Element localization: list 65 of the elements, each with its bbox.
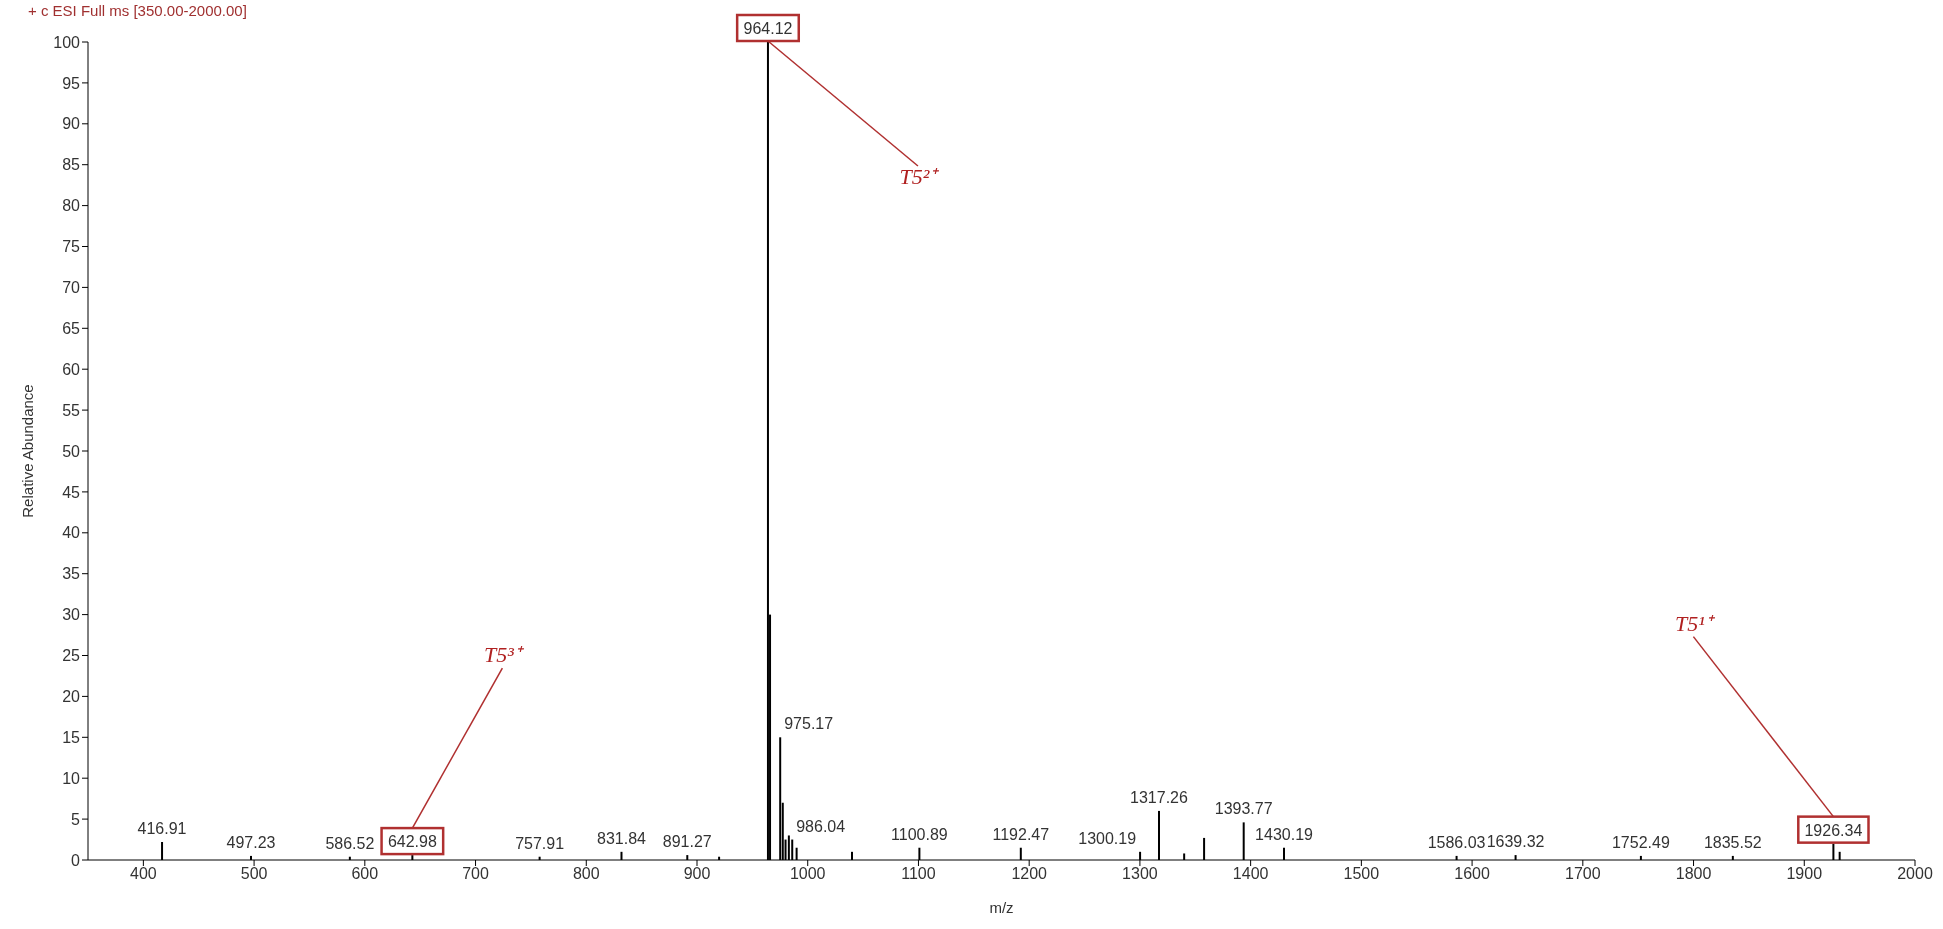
- annotation: 891.27: [662, 833, 712, 851]
- y-axis-title: Relative Abundance: [19, 384, 37, 518]
- y-tick-label: 50: [62, 442, 81, 460]
- y-tick-label: 80: [62, 197, 81, 215]
- annotation: 986.04: [796, 817, 846, 835]
- y-tick-label: 30: [62, 606, 81, 624]
- x-tick-label: 1900: [1786, 865, 1823, 883]
- annotation: 1430.19: [1255, 825, 1314, 843]
- y-tick-label: 70: [62, 279, 81, 297]
- y-tick-label: 100: [53, 33, 81, 51]
- annotation: 1639.32: [1486, 833, 1545, 851]
- annotation: 757.91: [515, 834, 565, 852]
- annotation: 964.12: [743, 20, 793, 37]
- y-tick-label: 0: [71, 851, 81, 869]
- chart-title: + c ESI Full ms [350.00-2000.00]: [28, 2, 247, 19]
- y-tick-label: 95: [62, 74, 81, 92]
- x-tick-label: 1100: [901, 865, 936, 883]
- y-tick-label: 60: [62, 360, 81, 378]
- annotation: 1926.34: [1804, 821, 1863, 839]
- annotation: 497.23: [226, 833, 276, 851]
- x-tick-label: 2000: [1897, 865, 1933, 883]
- annotation: T5¹⁺: [1674, 610, 1716, 636]
- x-tick-label: 1400: [1232, 865, 1269, 883]
- x-tick-label: 1000: [789, 865, 826, 883]
- annotation: 586.52: [325, 834, 375, 852]
- y-tick-label: 10: [62, 769, 81, 787]
- y-tick-label: 25: [62, 647, 81, 665]
- annotation: 1835.52: [1703, 833, 1762, 851]
- annotation: 416.91: [137, 820, 187, 837]
- x-tick-label: 500: [240, 865, 268, 883]
- x-tick-label: 1300: [1122, 865, 1158, 883]
- x-tick-label: 1500: [1343, 865, 1380, 883]
- annotation: T5³⁺: [483, 642, 525, 668]
- annotation: 1752.49: [1611, 833, 1670, 851]
- annotation: T5²⁺: [899, 164, 941, 189]
- x-tick-label: 600: [351, 865, 379, 883]
- y-tick-label: 75: [62, 238, 81, 256]
- y-tick-label: 5: [71, 810, 81, 828]
- annotation: 1586.03: [1427, 833, 1486, 851]
- x-tick-label: 1800: [1675, 865, 1712, 883]
- x-tick-label: 700: [462, 865, 489, 883]
- y-tick-label: 40: [62, 524, 81, 542]
- x-tick-label: 400: [130, 865, 157, 883]
- y-tick-label: 20: [62, 688, 81, 706]
- x-tick-label: 1700: [1565, 865, 1601, 883]
- x-tick-label: 800: [572, 865, 600, 883]
- x-tick-label: 1600: [1454, 865, 1490, 883]
- annotation: 1100.89: [891, 825, 948, 843]
- y-tick-label: 90: [62, 115, 81, 133]
- x-axis-title: m/z: [989, 899, 1014, 916]
- y-tick-label: 85: [62, 156, 81, 174]
- annotation: 642.98: [387, 833, 437, 851]
- annotation: 1317.26: [1130, 788, 1188, 806]
- x-tick-label: 900: [683, 865, 711, 883]
- annotation: 1393.77: [1214, 800, 1273, 818]
- y-tick-label: 55: [62, 401, 81, 419]
- x-tick-label: 1200: [1011, 865, 1048, 883]
- y-tick-label: 45: [62, 483, 81, 501]
- annotation: 975.17: [784, 715, 834, 733]
- annotation: 1192.47: [992, 825, 1050, 843]
- y-tick-label: 35: [62, 565, 81, 583]
- y-tick-label: 15: [62, 728, 81, 746]
- annotation: 1300.19: [1078, 829, 1137, 847]
- annotation: 831.84: [597, 829, 647, 847]
- y-tick-label: 65: [62, 319, 81, 337]
